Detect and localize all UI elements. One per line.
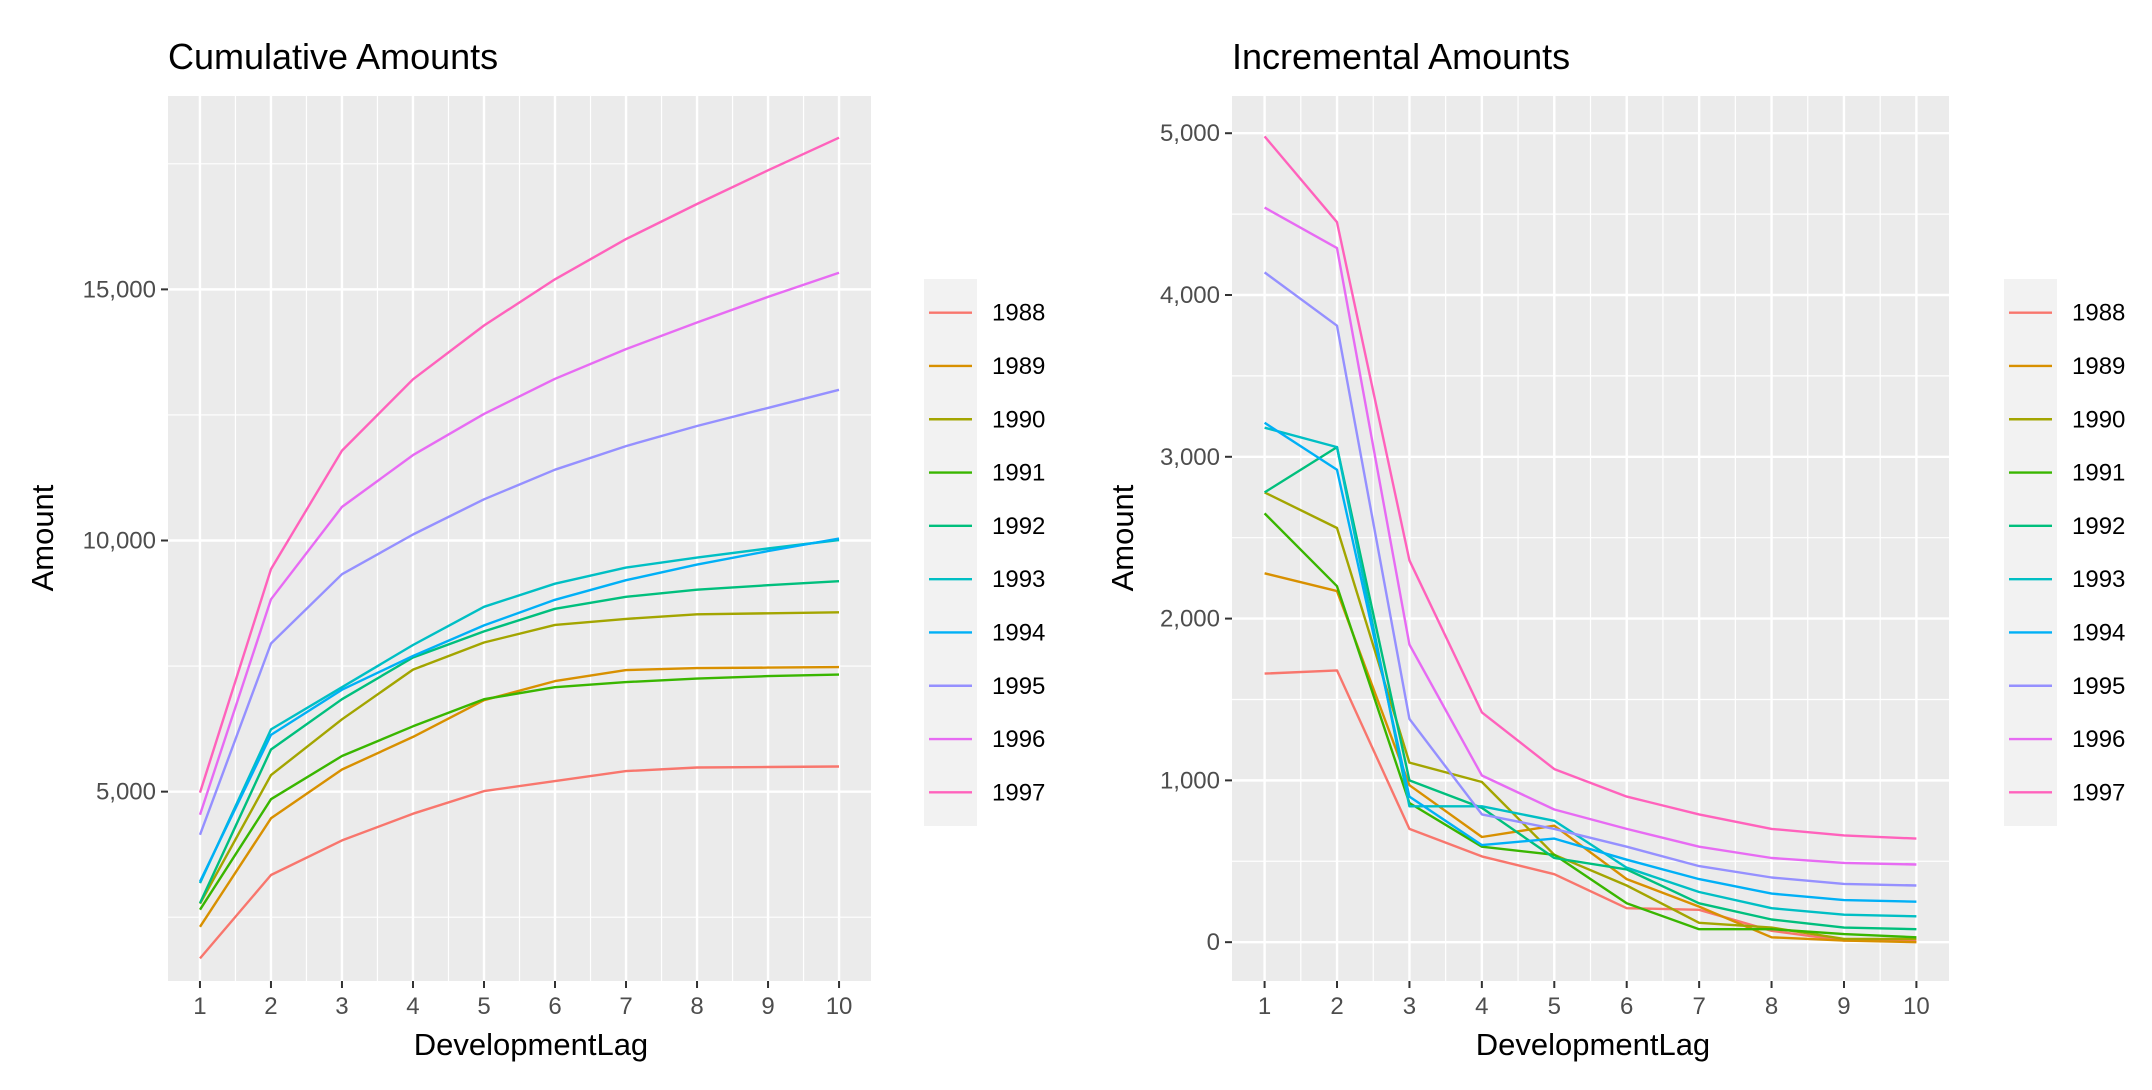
- x-tick-label: 10: [1903, 993, 1930, 1020]
- x-axis-title: DevelopmentLag: [414, 1027, 648, 1062]
- legend-label: 1990: [2072, 406, 2125, 433]
- legend-label: 1992: [2072, 513, 2125, 540]
- series-line-1992: [198, 580, 840, 904]
- series-line-1993: [1264, 426, 1917, 918]
- y-tick-label: 5,000: [1160, 120, 1220, 147]
- y-tick-label: 1,000: [1160, 767, 1220, 794]
- x-tick-label: 5: [477, 993, 490, 1020]
- series-line-1996: [198, 271, 840, 816]
- series-line-1995: [1263, 271, 1917, 887]
- x-tick-label: 6: [548, 993, 561, 1020]
- legend-label: 1993: [992, 566, 1045, 593]
- legend-label: 1996: [992, 726, 1045, 753]
- chart-title: Cumulative Amounts: [168, 36, 498, 77]
- x-tick-label: 7: [1692, 993, 1705, 1020]
- series-line-1995: [198, 388, 840, 836]
- legend-label: 1988: [992, 300, 1045, 327]
- legend-label: 1996: [2072, 726, 2125, 753]
- x-tick-label: 4: [406, 993, 419, 1020]
- legend: 1988 1989 1990 1991 1992 1993 1994 1995 1996 1997: [2004, 279, 2125, 826]
- series-line-1989: [1264, 572, 1917, 944]
- y-axis-title: Amount: [25, 484, 60, 591]
- series-line-1992: [1263, 445, 1917, 931]
- series-line-1994: [1263, 421, 1917, 903]
- legend-label: 1990: [992, 406, 1045, 433]
- x-tick-label: 8: [1765, 993, 1778, 1020]
- series-line-1990: [198, 611, 840, 905]
- legend-key-background: [924, 279, 977, 826]
- y-axis-title: Amount: [1105, 484, 1140, 591]
- legend-key-background: [2004, 279, 2057, 826]
- x-tick-label: 9: [761, 993, 774, 1020]
- cumulative-amounts-chart: Cumulative Amounts DevelopmentLag Amount…: [25, 36, 1045, 1062]
- legend: 1988 1989 1990 1991 1992 1993 1994 1995 1996 1997: [924, 279, 1045, 826]
- series-line-1988: [1264, 669, 1917, 942]
- series-line-1997: [198, 136, 840, 793]
- legend-label: 1988: [2072, 300, 2125, 327]
- series-line-1990: [1264, 491, 1917, 941]
- y-tick-label: 10,000: [83, 528, 156, 555]
- y-tick-label: 2,000: [1160, 606, 1220, 633]
- x-tick-label: 10: [826, 993, 853, 1020]
- x-tick-label: 1: [1258, 993, 1271, 1020]
- legend-label: 1989: [992, 353, 1045, 380]
- legend-label: 1989: [2072, 353, 2125, 380]
- y-tick-label: 3,000: [1160, 444, 1220, 471]
- series-line-1988: [199, 765, 840, 960]
- y-tick-label: 15,000: [83, 276, 156, 303]
- series-line-1994: [198, 537, 840, 883]
- x-tick-label: 4: [1475, 993, 1488, 1020]
- x-tick-label: 9: [1837, 993, 1850, 1020]
- series-line-1997: [1263, 135, 1917, 840]
- legend-label: 1991: [2072, 460, 2125, 487]
- legend-label: 1991: [992, 460, 1045, 487]
- series-line-1991: [1263, 512, 1917, 939]
- y-tick-label: 4,000: [1160, 282, 1220, 309]
- series-line-1996: [1264, 206, 1917, 866]
- x-tick-label: 5: [1548, 993, 1561, 1020]
- legend-label: 1993: [2072, 566, 2125, 593]
- x-tick-label: 2: [1330, 993, 1343, 1020]
- y-tick-label: 5,000: [96, 779, 156, 806]
- legend-label: 1995: [992, 673, 1045, 700]
- legend-label: 1992: [992, 513, 1045, 540]
- x-tick-label: 6: [1620, 993, 1633, 1020]
- legend-label: 1995: [2072, 673, 2125, 700]
- legend-label: 1997: [992, 779, 1045, 806]
- x-tick-label: 1: [193, 993, 206, 1020]
- y-tick-label: 0: [1207, 929, 1220, 956]
- legend-label: 1994: [992, 619, 1045, 646]
- legend-label: 1994: [2072, 619, 2125, 646]
- series-line-1993: [198, 538, 840, 884]
- series-line-1991: [198, 673, 840, 911]
- x-tick-label: 7: [619, 993, 632, 1020]
- chart-title: Incremental Amounts: [1232, 36, 1570, 77]
- series-line-1989: [198, 665, 840, 928]
- x-axis-title: DevelopmentLag: [1476, 1027, 1710, 1062]
- x-tick-label: 2: [264, 993, 277, 1020]
- incremental-amounts-chart: Incremental Amounts DevelopmentLag Amoun…: [1105, 36, 2125, 1062]
- x-tick-label: 3: [1403, 993, 1416, 1020]
- legend-label: 1997: [2072, 779, 2125, 806]
- x-tick-label: 3: [335, 993, 348, 1020]
- x-tick-label: 8: [690, 993, 703, 1020]
